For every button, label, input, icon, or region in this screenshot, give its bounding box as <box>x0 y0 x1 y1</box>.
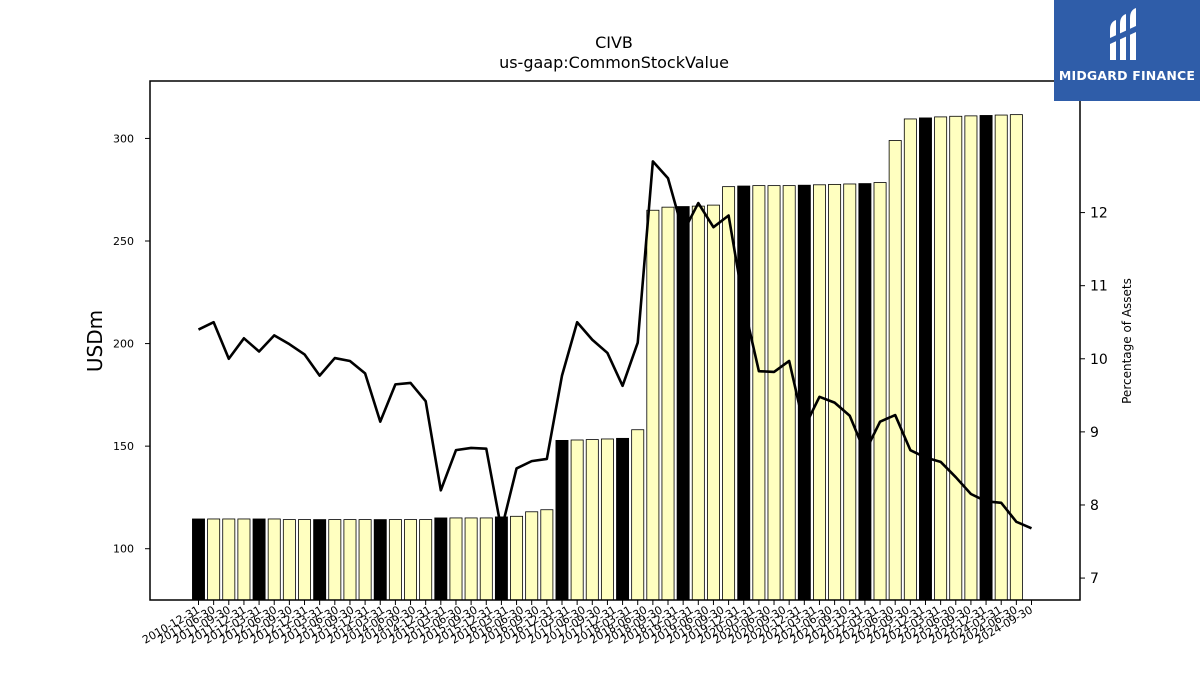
brand-logo: MIDGARD FINANCE <box>1054 0 1200 101</box>
bar-2019-12-31 <box>737 185 751 601</box>
y2-axis: 7 8 9 10 11 12 <box>1080 206 1108 587</box>
bar-2013-03-31 <box>328 519 342 601</box>
percentage-line <box>197 160 1033 532</box>
plot-frame <box>149 80 1081 601</box>
bar-2023-06-30 <box>949 115 963 601</box>
y-axis-label: USDm <box>83 310 107 372</box>
bar-2023-03-31 <box>934 116 948 601</box>
bar-2018-03-31 <box>631 429 645 601</box>
bar-2016-09-30 <box>540 509 554 601</box>
x-axis: 2010-12-312011-06-302011-09-302011-12-31… <box>140 600 1035 647</box>
chart-subtitle: us-gaap:CommonStockValue <box>499 53 729 72</box>
bar-2020-12-31 <box>797 184 811 601</box>
bar-2019-03-31 <box>691 205 705 601</box>
bar-2012-06-30 <box>282 519 296 601</box>
bar-2021-09-30 <box>843 183 857 601</box>
bar-2013-09-30 <box>358 519 372 601</box>
bar-2018-09-30 <box>661 206 675 601</box>
bar-2011-12-31 <box>252 518 266 601</box>
midgard-m-icon <box>1110 8 1136 60</box>
bar-2011-06-30 <box>222 518 236 601</box>
y-tick-label: 300 <box>113 132 134 145</box>
bar-2017-06-30 <box>585 439 599 601</box>
y2-axis-label: Percentage of Assets <box>1120 278 1134 404</box>
y2-tick-label: 11 <box>1090 279 1108 295</box>
bar-2022-12-31 <box>919 117 932 601</box>
bar-2023-09-30 <box>964 115 978 601</box>
y-tick-label: 250 <box>113 235 134 248</box>
bar-2021-06-30 <box>828 183 842 601</box>
y2-tick-label: 9 <box>1090 425 1099 441</box>
bar-2021-03-31 <box>813 184 826 601</box>
bar-2019-09-30 <box>722 186 736 601</box>
bar-2020-09-30 <box>782 185 796 601</box>
bar-2015-09-30 <box>479 517 493 601</box>
bar-series <box>192 114 1023 601</box>
y-axis: 100 150 200 250 300 <box>113 132 150 556</box>
bar-2019-06-30 <box>706 204 720 601</box>
bar-2016-06-30 <box>525 511 539 601</box>
bar-2012-09-30 <box>298 519 311 601</box>
bar-2015-06-30 <box>464 517 478 601</box>
bar-2020-06-30 <box>767 185 781 601</box>
bar-2014-09-30 <box>419 519 433 601</box>
bar-2022-03-31 <box>873 182 887 601</box>
bar-2014-06-30 <box>404 519 418 601</box>
bar-2017-09-30 <box>600 438 614 601</box>
bar-2011-03-31 <box>207 518 221 601</box>
chart-title: CIVB <box>595 33 633 52</box>
y2-tick-label: 12 <box>1090 206 1108 222</box>
bar-2017-12-31 <box>616 437 630 601</box>
line-series <box>197 160 1033 532</box>
bar-2014-03-31 <box>388 519 402 601</box>
bar-2013-12-31 <box>373 519 387 601</box>
y-tick-label: 200 <box>113 338 134 351</box>
bar-2016-12-31 <box>555 439 569 601</box>
y2-tick-label: 7 <box>1090 571 1099 587</box>
bar-2016-03-31 <box>510 515 524 601</box>
y2-tick-label: 8 <box>1090 498 1099 514</box>
bar-2012-03-31 <box>267 518 281 601</box>
bar-2018-06-30 <box>646 209 660 601</box>
bar-2024-06-30 <box>1009 114 1023 601</box>
bar-2022-06-30 <box>888 140 902 601</box>
bar-2022-09-30 <box>903 118 917 601</box>
bar-2018-12-31 <box>676 206 690 601</box>
bar-2014-12-31 <box>434 517 448 601</box>
bar-2017-03-31 <box>570 439 584 601</box>
y2-tick-label: 10 <box>1090 352 1108 368</box>
y-tick-label: 150 <box>113 440 134 453</box>
bar-2012-12-31 <box>313 519 327 601</box>
bar-2013-06-30 <box>343 519 357 601</box>
bar-2010-12-31 <box>192 518 205 601</box>
bar-2023-12-31 <box>979 115 993 601</box>
bar-2024-03-31 <box>994 114 1008 601</box>
brand-name: MIDGARD FINANCE <box>1058 68 1196 83</box>
bar-2020-03-31 <box>752 185 766 601</box>
bar-2015-03-31 <box>449 517 463 601</box>
bar-2011-09-30 <box>237 518 251 601</box>
y-tick-label: 100 <box>113 543 134 556</box>
bar-2021-12-31 <box>858 183 872 601</box>
